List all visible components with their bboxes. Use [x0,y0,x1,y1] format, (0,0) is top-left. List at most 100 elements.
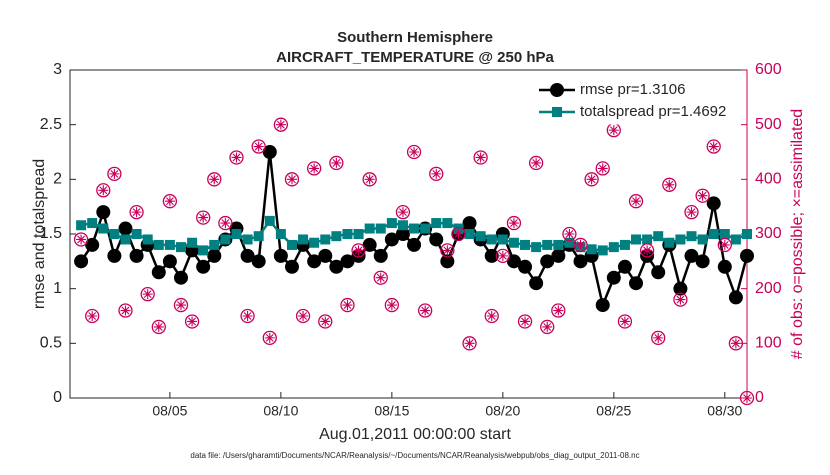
obs-point [531,157,542,168]
obs-point [151,319,166,335]
obs-point [264,332,275,343]
y-tick-label: 1.5 [40,225,62,242]
series-point [107,248,122,263]
obs-point [118,303,133,318]
obs-point [631,196,642,207]
obs-point [184,314,200,329]
y2-tick-label: 0 [755,389,764,406]
obs-point [253,141,264,152]
obs-point [175,300,186,311]
x-tick-label: 08/15 [374,403,409,419]
series-point [629,276,644,291]
obs-point [440,243,455,258]
obs-point [420,305,431,316]
obs-point [540,319,555,335]
series-point [595,298,610,313]
obs-point [586,174,597,185]
obs-point [307,161,322,176]
series-point [564,237,575,248]
obs-point [584,172,599,187]
obs-point [340,297,355,313]
obs-point [131,207,142,218]
series-point [153,239,164,250]
series-point [453,223,464,234]
series-point [220,234,231,245]
series-point [717,259,732,274]
obs-point [120,305,131,316]
series-point [531,242,542,253]
series-point [619,239,630,250]
series-point [240,248,255,263]
legend-marker [550,83,564,97]
series-point [653,231,664,242]
obs-point [329,155,344,171]
series-point [540,254,555,269]
obs-point [742,393,752,403]
obs-point [464,338,475,349]
obs-point [262,330,277,346]
obs-point [542,321,553,332]
series-point [74,254,89,269]
obs-point [331,157,342,168]
obs-point [409,147,420,157]
series-point [518,259,533,274]
series-point [695,254,710,269]
obs-point [486,311,497,321]
obs-point [517,314,533,329]
series-point [96,205,111,220]
obs-point [395,204,411,220]
series-point [551,248,566,263]
obs-point [562,226,577,242]
series-point [373,248,388,263]
obs-point [708,141,719,152]
obs-point [364,174,375,185]
obs-point [198,212,209,223]
y-tick-label: 2 [53,171,62,188]
obs-point [140,286,155,302]
series-point [231,229,242,239]
obs-point [628,194,644,209]
obs-point [342,300,353,311]
obs-point [664,179,675,190]
obs-point [662,177,677,192]
series-point [740,248,754,263]
series-point [151,265,166,280]
series-point [506,254,521,269]
series-point [484,248,499,263]
obs-point [597,163,608,174]
series-point [175,242,186,253]
series-point [553,239,564,250]
obs-point [295,308,311,324]
series-point [497,234,508,245]
obs-point [653,332,664,343]
series-point [162,254,177,269]
obs-point [497,250,508,261]
series-point [508,237,519,248]
obs-point [651,330,666,346]
series-point [131,229,142,239]
obs-point [284,172,300,187]
obs-point [406,144,422,160]
obs-point [475,152,486,163]
obs-point [719,239,730,250]
obs-point [717,237,732,253]
legend-box [534,77,741,125]
obs-point [608,125,619,136]
chart-subtitle: AIRCRAFT_TEMPERATURE @ 250 hPa [276,49,554,66]
obs-point [242,311,253,321]
series-point [697,234,708,245]
obs-point [462,336,477,351]
obs-point [240,308,255,324]
obs-point [684,204,699,220]
series-point [362,237,377,252]
series-point [542,239,553,250]
obs-point [298,311,309,321]
series-point [242,234,253,245]
y2-tick-label: 300 [755,225,782,242]
y2-tick-label: 400 [755,171,782,188]
obs-point [187,316,198,327]
series-point [331,231,342,242]
series-point [407,237,422,252]
series-point [275,229,286,239]
series-point [329,259,344,274]
